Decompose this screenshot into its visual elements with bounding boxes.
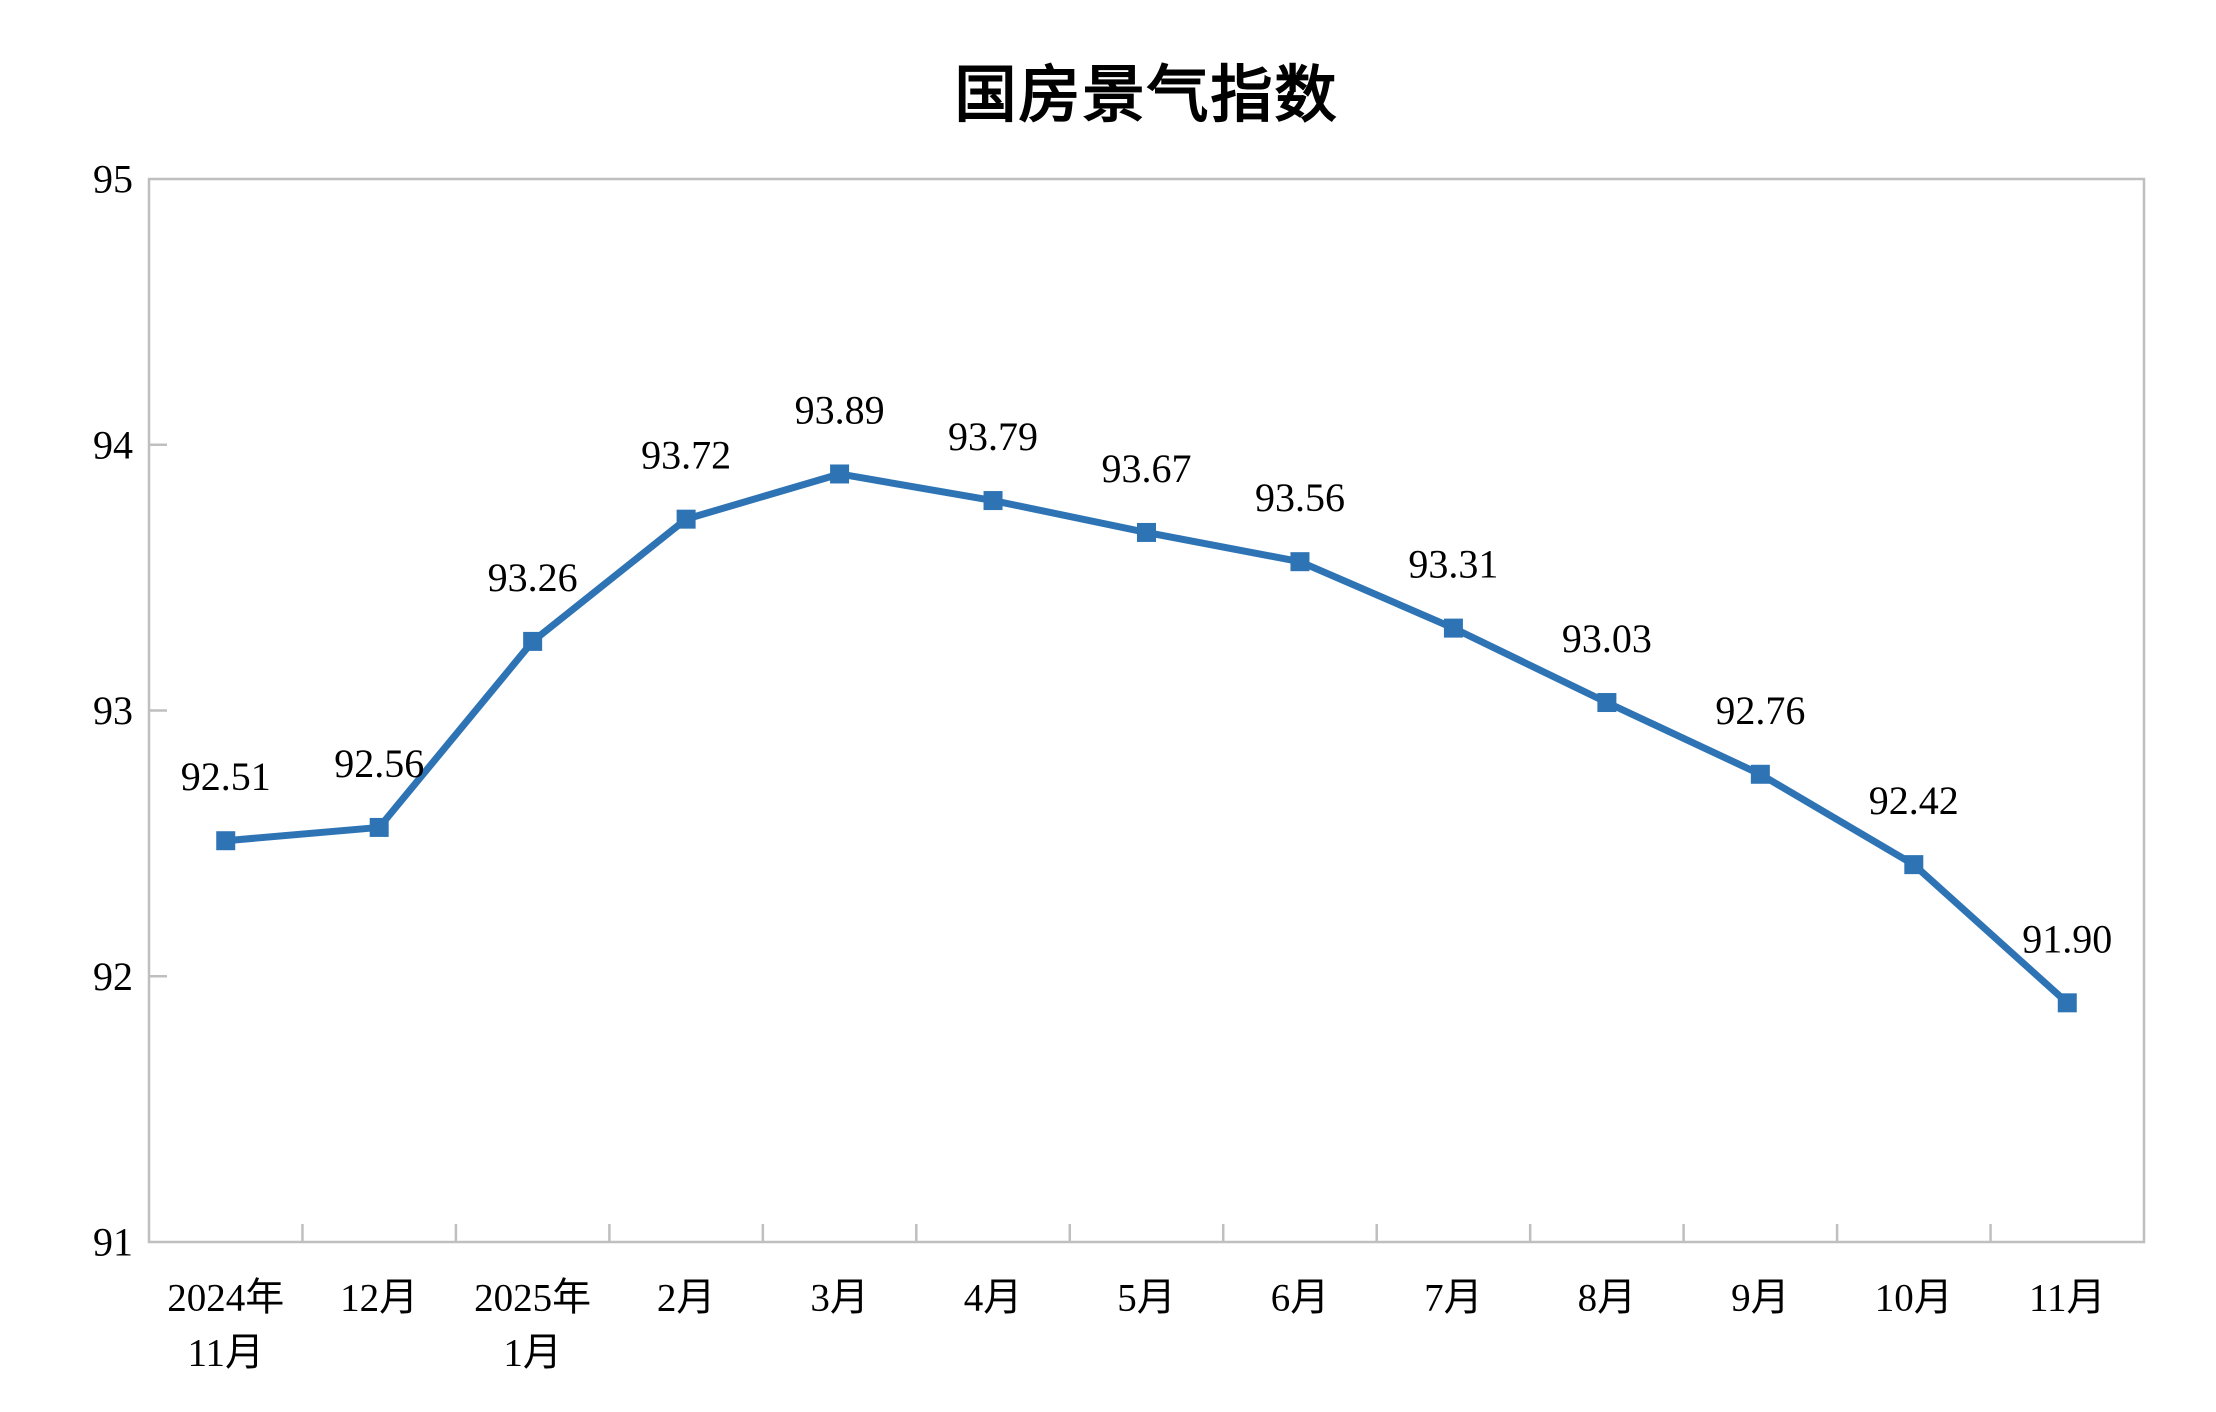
x-axis-label: 1月 xyxy=(503,1332,562,1375)
y-axis-label: 94 xyxy=(93,422,133,467)
data-label: 92.42 xyxy=(1869,778,1959,823)
data-point-marker xyxy=(983,491,1003,511)
y-axis-label: 95 xyxy=(93,157,133,202)
data-point-marker xyxy=(1290,552,1310,572)
x-axis-label: 5月 xyxy=(1117,1277,1176,1320)
y-axis-label: 91 xyxy=(93,1220,133,1265)
series-line xyxy=(222,470,2071,1007)
data-point-marker xyxy=(676,509,696,529)
x-axis-label: 2025年 xyxy=(474,1277,591,1320)
data-label: 91.90 xyxy=(2022,916,2112,961)
data-point-marker xyxy=(369,817,389,837)
x-axis-label: 4月 xyxy=(964,1277,1023,1320)
x-axis-label: 2024年 xyxy=(167,1277,284,1320)
data-label: 93.67 xyxy=(1102,446,1192,491)
chart-title: 国房景气指数 xyxy=(954,62,1339,130)
x-axis-label: 3月 xyxy=(810,1277,869,1320)
data-label: 93.26 xyxy=(488,555,578,600)
data-point-marker xyxy=(2057,993,2077,1013)
data-point-marker xyxy=(1443,618,1463,638)
x-axis-label: 11月 xyxy=(2029,1277,2106,1320)
data-point-marker xyxy=(1137,522,1156,542)
data-label: 93.56 xyxy=(1255,475,1345,520)
y-axis-label: 92 xyxy=(93,954,133,999)
data-label: 93.72 xyxy=(641,433,731,478)
data-point-marker xyxy=(523,631,543,651)
data-label: 93.79 xyxy=(948,414,1038,459)
data-label: 93.31 xyxy=(1408,542,1498,587)
x-axis-label: 12月 xyxy=(340,1277,418,1320)
data-point-marker xyxy=(1750,764,1770,784)
x-axis-label: 9月 xyxy=(1731,1277,1790,1320)
plot-border xyxy=(147,177,2146,1244)
data-point-marker xyxy=(1597,693,1617,713)
data-label: 93.89 xyxy=(795,387,885,432)
x-axis-label: 11月 xyxy=(187,1332,264,1375)
x-axis-label: 2月 xyxy=(657,1277,716,1320)
data-label: 92.56 xyxy=(334,741,424,786)
x-axis-label: 8月 xyxy=(1578,1277,1637,1320)
data-label: 92.76 xyxy=(1715,688,1805,733)
data-label: 92.51 xyxy=(181,754,271,799)
x-axis-label: 10月 xyxy=(1875,1277,1953,1320)
x-axis-label: 7月 xyxy=(1424,1277,1483,1320)
y-axis-label: 93 xyxy=(93,688,133,733)
data-point-marker xyxy=(216,831,236,851)
data-point-marker xyxy=(1904,855,1924,875)
data-label: 93.03 xyxy=(1562,616,1652,661)
x-axis-label: 6月 xyxy=(1271,1277,1330,1320)
data-point-marker xyxy=(830,464,850,484)
